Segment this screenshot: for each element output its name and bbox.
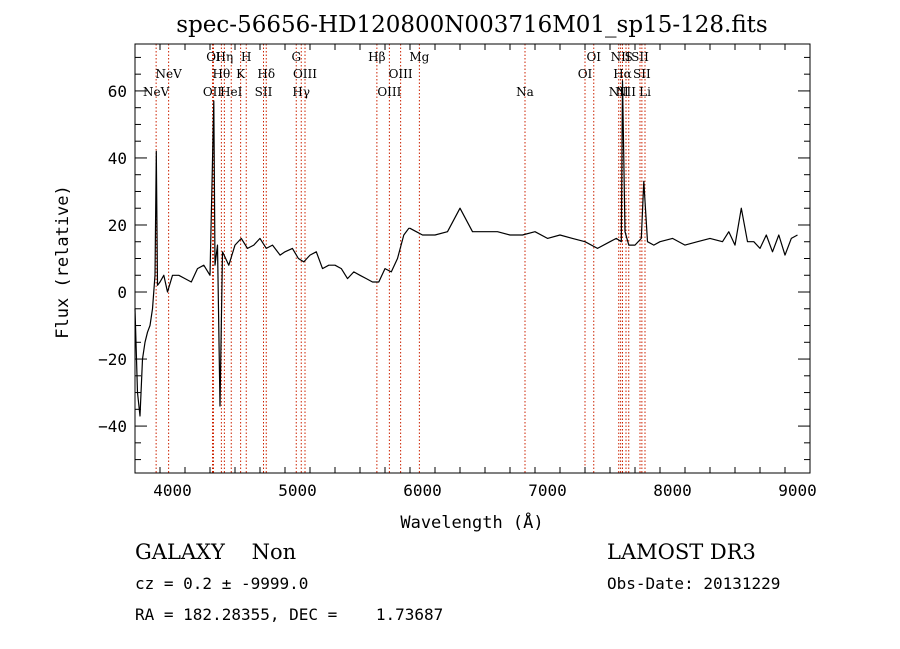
line-marker-label: K — [236, 67, 246, 81]
object-class-line: GALAXY Non — [135, 540, 296, 564]
line-marker-label: Hδ — [257, 67, 275, 81]
line-marker-label: S — [625, 50, 633, 64]
line-marker-label: Hθ — [213, 67, 231, 81]
line-marker-label: OII — [203, 85, 223, 99]
line-marker-label: NeV — [143, 85, 170, 99]
x-tick-label: 8000 — [653, 481, 692, 500]
x-tick-label: 7000 — [528, 481, 567, 500]
line-marker-label: OIII — [293, 67, 317, 81]
line-marker-label: SII — [631, 50, 649, 64]
x-tick-label: 9000 — [778, 481, 817, 500]
y-tick-label: −40 — [98, 417, 127, 436]
line-marker-label: OIII — [389, 67, 413, 81]
chart-title: spec-56656-HD120800N003716M01_sp15-128.f… — [176, 12, 767, 38]
y-axis-title: Flux (relative) — [53, 185, 73, 339]
line-marker-label: NII — [611, 50, 631, 64]
obs-date: Obs-Date: 20131229 — [607, 574, 780, 593]
coordinates-line: RA = 182.28355, DEC = 1.73687 — [135, 605, 443, 624]
y-tick-label: −20 — [98, 350, 127, 369]
line-marker-label: SII — [633, 67, 651, 81]
line-marker-label: OIII — [377, 85, 401, 99]
y-tick-label: 40 — [108, 149, 127, 168]
line-marker-label: OI — [586, 50, 601, 64]
line-marker-label: H — [241, 50, 251, 64]
line-marker-label: G — [291, 50, 301, 64]
redshift-line: cz = 0.2 ± -9999.0 — [135, 574, 308, 593]
line-marker-label: HeI — [220, 85, 243, 99]
line-marker-label: Hγ — [292, 85, 310, 99]
axes: 4000 5000 6000 7000 8000 9000 −40 −20 0 20 40 60 — [98, 43, 817, 500]
line-marker-label: Na — [516, 85, 534, 99]
line-marker-label: NII — [616, 85, 636, 99]
line-marker-label: SII — [255, 85, 273, 99]
line-marker-label: Li — [639, 85, 651, 99]
spectrum-line — [134, 80, 798, 417]
line-marker-label: NeV — [155, 67, 182, 81]
emission-line-markers — [155, 44, 646, 473]
y-tick-label: 0 — [117, 283, 127, 302]
plot-frame — [134, 43, 811, 474]
x-tick-label: 4000 — [153, 481, 192, 500]
line-marker-label: OI — [578, 67, 593, 81]
line-marker-label: Hα — [613, 67, 632, 81]
spectrum-series — [134, 80, 798, 417]
line-marker-label: Mg — [409, 50, 429, 64]
x-tick-label: 5000 — [278, 481, 317, 500]
y-tick-label: 20 — [108, 216, 127, 235]
x-axis-title: Wavelength (Å) — [400, 511, 543, 533]
line-marker-label: Hη — [216, 50, 234, 64]
y-tick-label: 60 — [108, 82, 127, 101]
survey-name: LAMOST DR3 — [607, 540, 756, 564]
emission-line-labels: NeV NeV OII OI Hθ Hη HeI KH SII Hδ G Hγ OIII Hβ OIII OI… — [143, 50, 651, 99]
line-marker-label: OI — [206, 50, 221, 64]
line-marker-label: Hβ — [368, 50, 385, 64]
x-tick-label: 6000 — [403, 481, 442, 500]
line-marker-label: NII — [609, 85, 629, 99]
